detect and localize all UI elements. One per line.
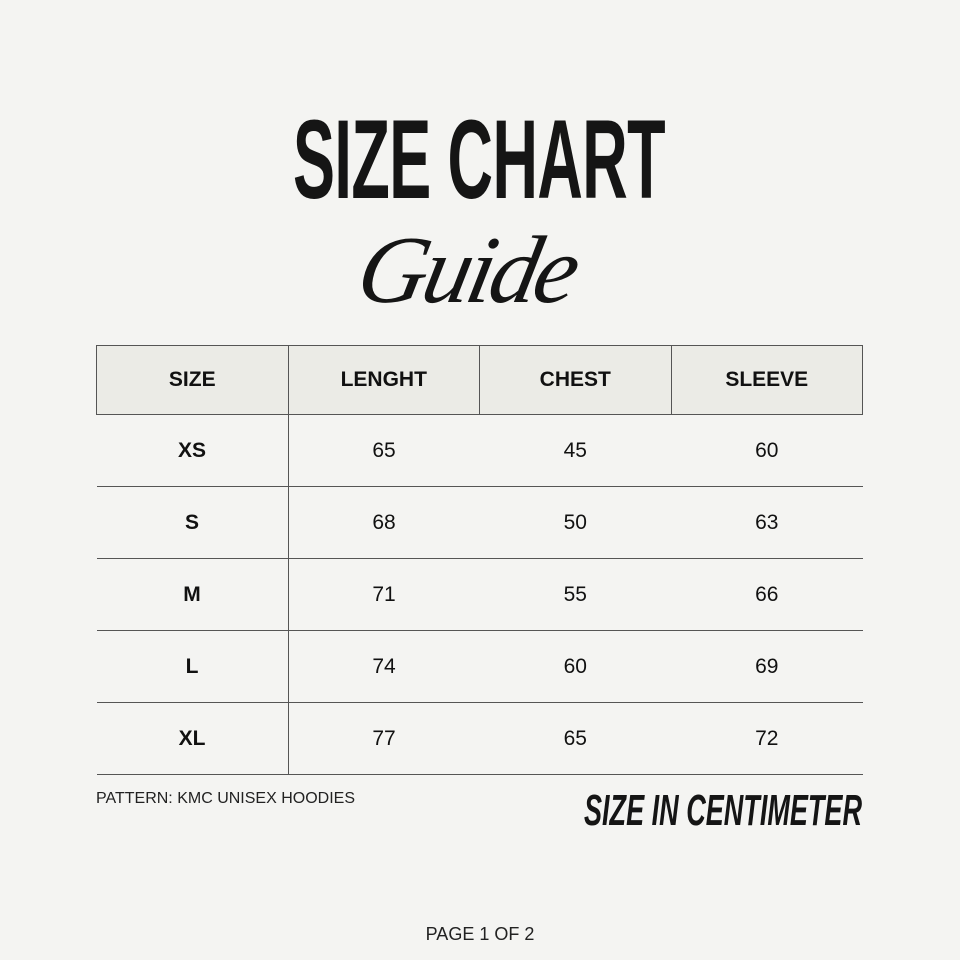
pattern-label: PATTERN: KMC UNISEX HOODIES — [96, 790, 355, 807]
chest-cell: 55 — [479, 558, 671, 631]
column-header-length: LENGHT — [287, 345, 480, 415]
table-row: S 68 50 63 — [96, 486, 863, 559]
sleeve-cell: 72 — [671, 702, 863, 775]
sleeve-cell: 69 — [671, 630, 863, 703]
table-row: M 71 55 66 — [96, 558, 863, 631]
chest-cell: 50 — [479, 486, 671, 559]
size-cell: M — [96, 558, 289, 631]
column-header-chest: CHEST — [479, 345, 672, 415]
size-table: SIZE LENGHT CHEST SLEEVE XS 65 45 60 S 68 50 63… — [96, 345, 863, 775]
size-cell: XS — [96, 414, 289, 487]
chest-cell: 65 — [479, 702, 671, 775]
size-cell: S — [96, 486, 289, 559]
table-row: L 74 60 69 — [96, 630, 863, 703]
table-header-row: SIZE LENGHT CHEST SLEEVE — [96, 345, 863, 415]
length-cell: 71 — [288, 558, 480, 631]
length-cell: 74 — [288, 630, 480, 703]
unit-note: SIZE IN CENTIMETER — [584, 786, 862, 835]
sleeve-cell: 66 — [671, 558, 863, 631]
length-cell: 77 — [288, 702, 480, 775]
table-row: XL 77 65 72 — [96, 702, 863, 775]
size-cell: L — [96, 630, 289, 703]
chest-cell: 45 — [479, 414, 671, 487]
length-cell: 65 — [288, 414, 480, 487]
table-row: XS 65 45 60 — [96, 414, 863, 487]
page-indicator: PAGE 1 OF 2 — [425, 924, 535, 944]
size-cell: XL — [96, 702, 289, 775]
table-body: XS 65 45 60 S 68 50 63 M 71 55 66 L 74 60 69 XL 77 65 72 — [96, 414, 863, 775]
sleeve-cell: 63 — [671, 486, 863, 559]
chest-cell: 60 — [479, 630, 671, 703]
column-header-size: SIZE — [96, 345, 289, 415]
sleeve-cell: 60 — [671, 414, 863, 487]
page-subtitle-script: Guide — [348, 216, 587, 323]
page-title: SIZE CHART — [293, 97, 666, 222]
column-header-sleeve: SLEEVE — [670, 345, 863, 415]
length-cell: 68 — [288, 486, 480, 559]
